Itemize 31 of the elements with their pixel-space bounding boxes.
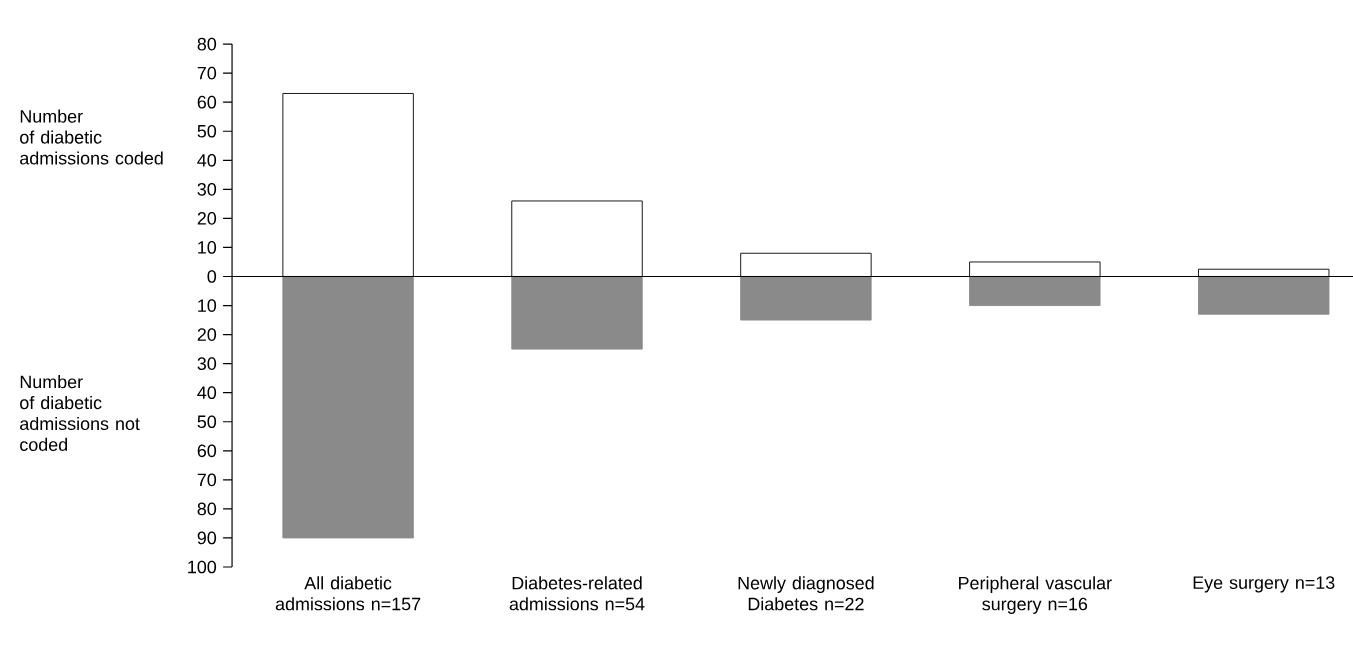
- bar: [1198, 276, 1330, 315]
- x-tick-label: Newly diagnosed Diabetes n=22: [738, 576, 874, 611]
- y-tick-label: 40: [197, 153, 217, 167]
- bar: [969, 276, 1101, 306]
- bar: [740, 276, 872, 321]
- y-tick-label: 40: [197, 386, 217, 400]
- y-tick-label: 100: [188, 560, 217, 574]
- y-tick-label: 30: [197, 182, 217, 196]
- y-tick-label: 50: [197, 415, 217, 429]
- y-tick-label: 70: [197, 473, 217, 487]
- x-tick-label: Diabetes-related admissions n=54: [509, 576, 645, 611]
- text: Number of diabetic admissions coded: [20, 109, 163, 165]
- bar: [282, 276, 414, 539]
- y-tick-label: 50: [197, 124, 217, 138]
- y-tick-label: 10: [198, 241, 217, 254]
- y-tick-label: 0: [207, 270, 217, 283]
- y-tick-label: 10: [198, 299, 217, 312]
- text: Number of diabetic admissions not coded: [20, 375, 140, 451]
- x-tick-label: Peripheral vascular surgery n=16: [959, 576, 1112, 614]
- y-tick-label: 20: [197, 328, 217, 341]
- x-tick-label: Eye surgery n=13: [1193, 576, 1335, 593]
- x-tick-label: All diabetic admissions n=157: [275, 576, 421, 611]
- y-tick-label: 60: [197, 444, 217, 458]
- y-tick-label: 80: [197, 37, 217, 51]
- y-tick-label: 30: [197, 357, 217, 370]
- y-tick-label: 20: [197, 212, 217, 225]
- bar: [511, 276, 643, 350]
- y-tick-label: 80: [197, 502, 217, 516]
- y-tick-label: 60: [197, 95, 217, 109]
- y-tick-label: 70: [197, 66, 217, 80]
- y-tick-label: 90: [197, 531, 217, 545]
